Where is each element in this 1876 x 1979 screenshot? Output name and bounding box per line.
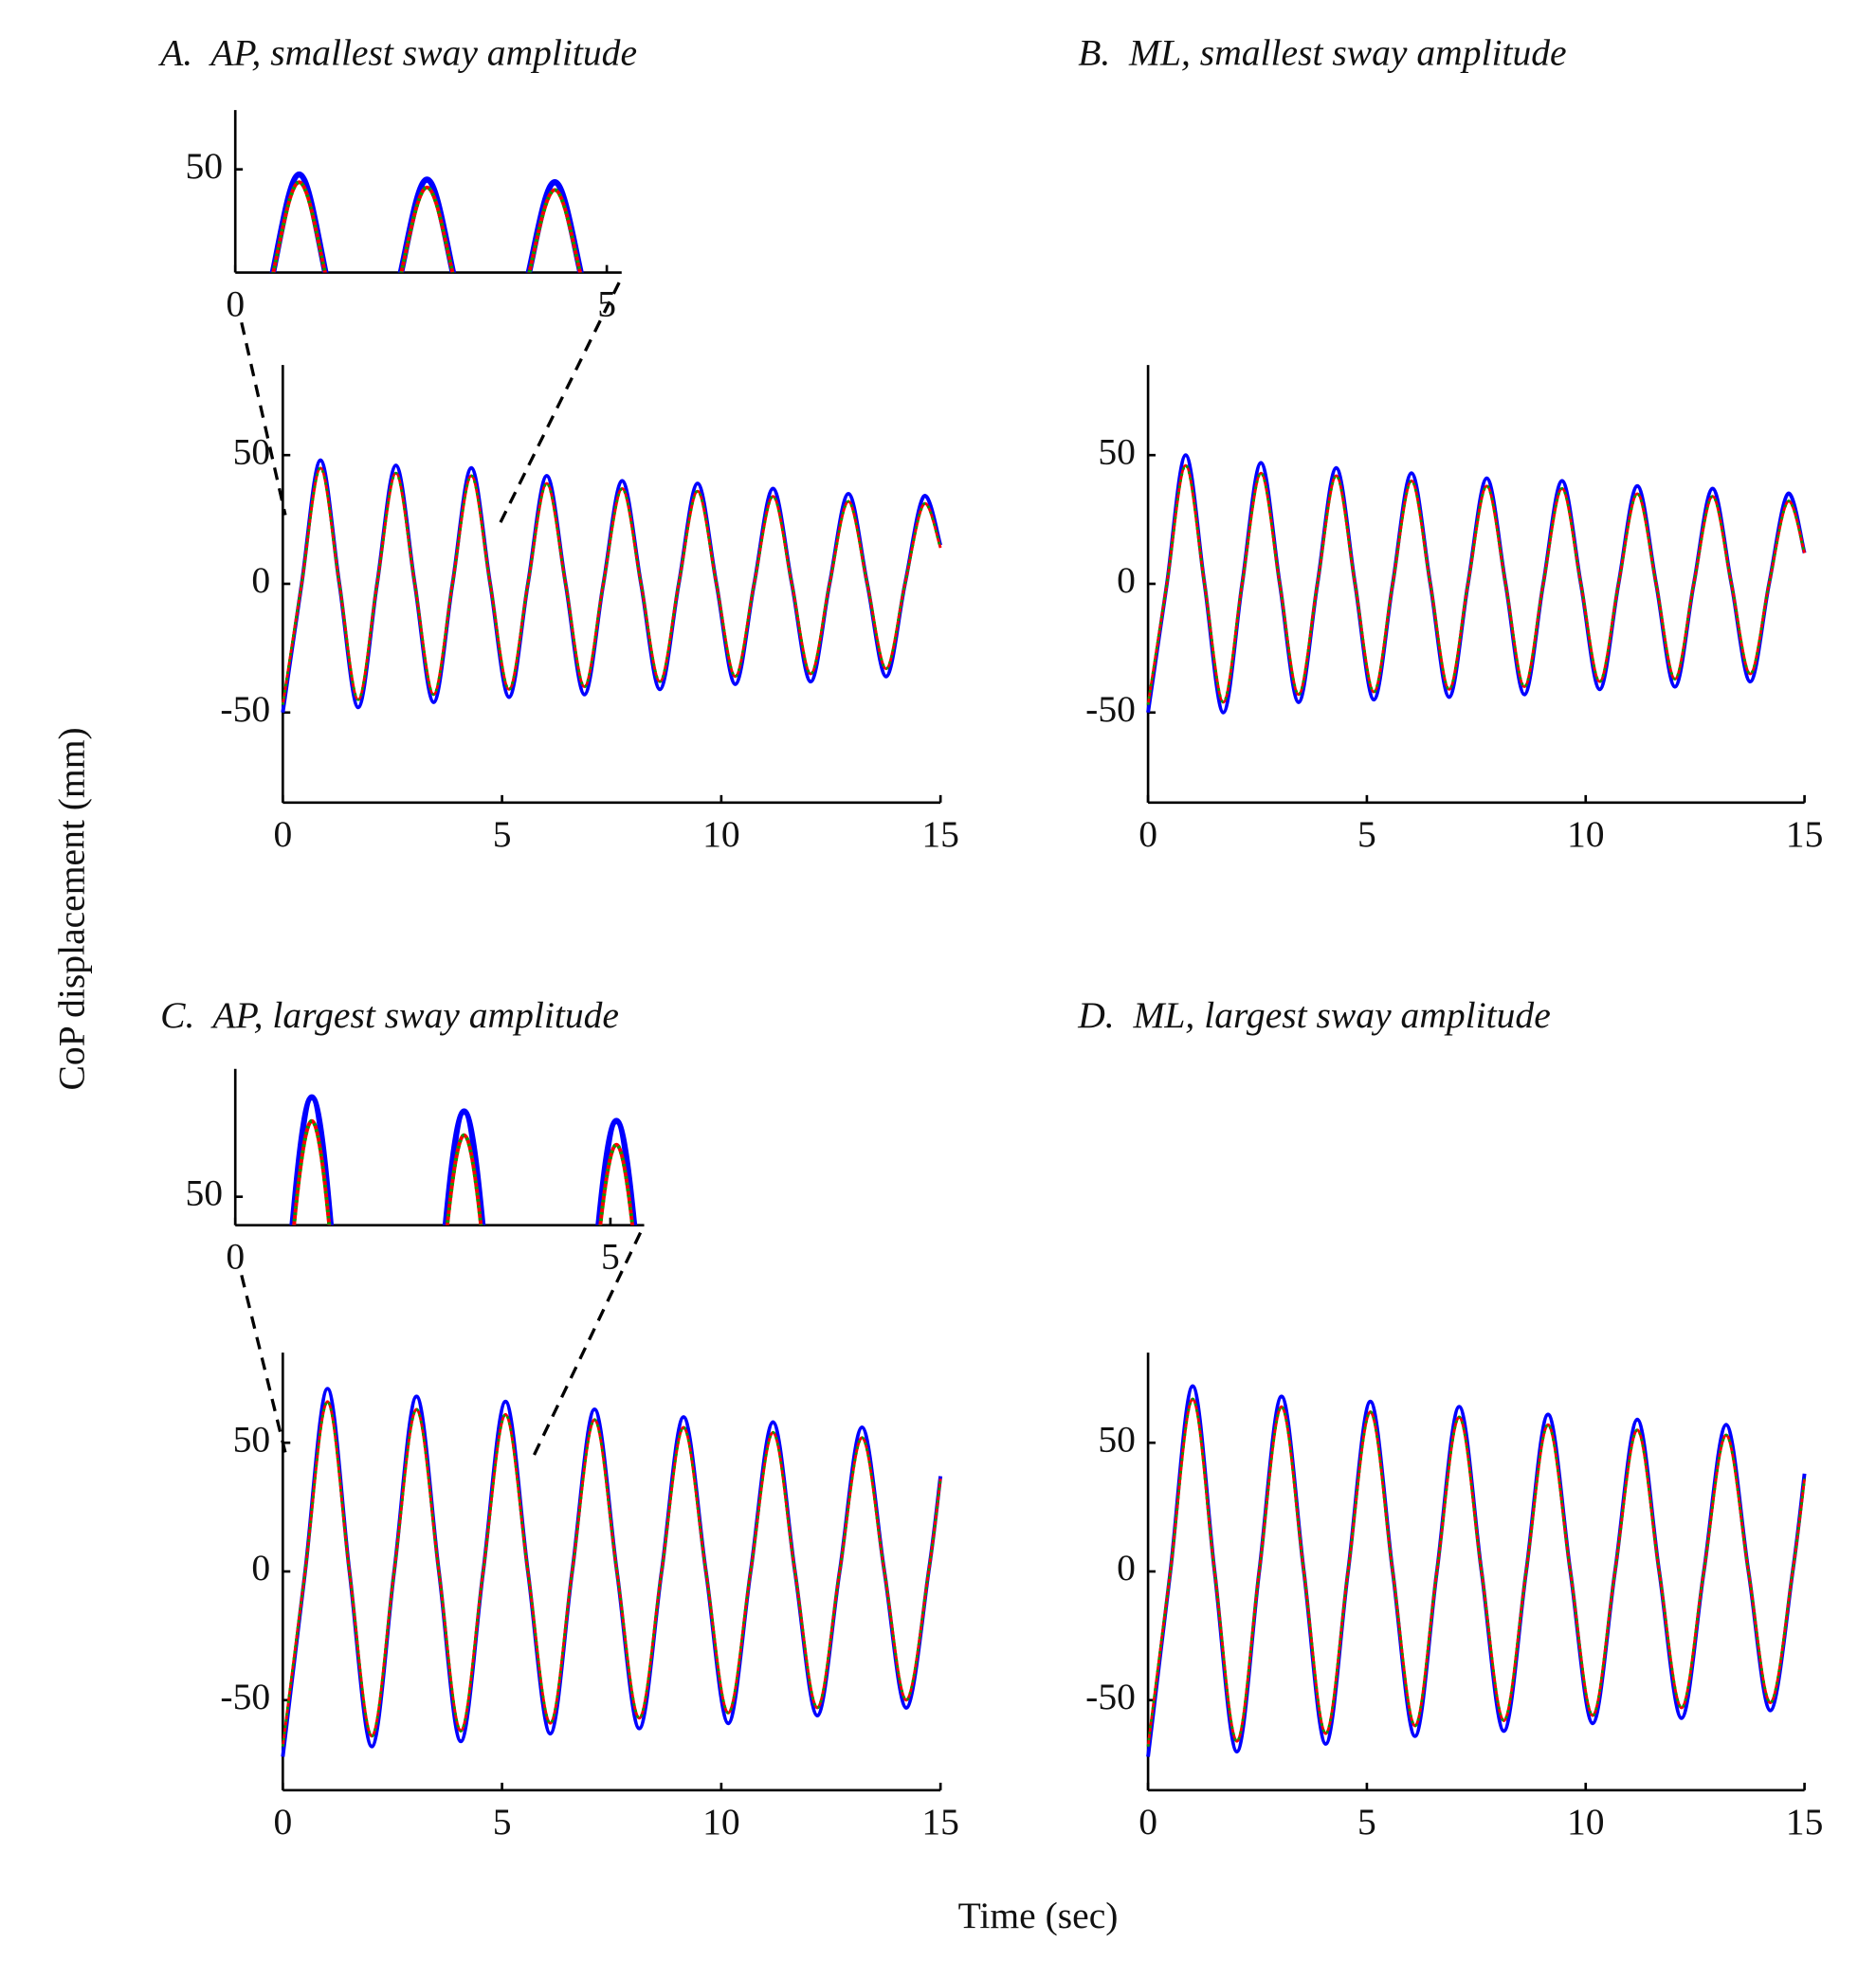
panel-title: C. AP, largest sway amplitude (160, 994, 619, 1036)
plot-lines (281, 1387, 943, 1757)
series-line (1146, 463, 1806, 705)
x-tick-label: 0 (273, 1801, 292, 1843)
zoom-connector (240, 281, 621, 524)
y-tick-label: 50 (185, 145, 223, 187)
x-tick-label: 5 (597, 283, 616, 325)
y-tick-label: 0 (251, 1547, 270, 1589)
y-tick-label: 50 (233, 430, 271, 472)
series-line (1146, 1397, 1807, 1747)
series-line (292, 1118, 635, 1226)
zoom-connector (240, 1231, 643, 1462)
series-line (281, 1400, 942, 1747)
y-tick-label: 50 (233, 1418, 271, 1460)
y-tick-label: -50 (1085, 688, 1136, 730)
series-line (292, 1118, 635, 1226)
x-tick-label: 0 (273, 813, 292, 855)
plot-lines (269, 171, 584, 273)
x-tick-label: 0 (226, 283, 245, 325)
y-tick-label: -50 (220, 688, 270, 730)
series-line (281, 466, 942, 705)
x-tick-label: 0 (1138, 813, 1157, 855)
series-line (1146, 1397, 1807, 1747)
x-tick-label: 5 (1357, 1801, 1376, 1843)
x-tick-label: 15 (1786, 813, 1824, 855)
panel-title: A. AP, smallest sway amplitude (157, 31, 637, 73)
plot-lines (1146, 453, 1807, 715)
x-tick-label: 0 (1138, 1801, 1157, 1843)
y-tick-label: -50 (1085, 1676, 1136, 1717)
plot-lines (1146, 1384, 1807, 1757)
y-axis-label: CoP displacement (mm) (50, 727, 92, 1090)
x-tick-label: 5 (601, 1236, 620, 1278)
x-tick-label: 15 (921, 1801, 959, 1843)
x-tick-label: 5 (1357, 813, 1376, 855)
plot-lines (289, 1094, 638, 1226)
series-line (281, 458, 943, 714)
y-tick-label: 50 (185, 1172, 223, 1214)
y-tick-label: 0 (1117, 559, 1136, 601)
series-line (281, 1387, 943, 1757)
x-tick-label: 10 (1567, 1801, 1605, 1843)
x-axis-label: Time (sec) (958, 1895, 1119, 1936)
x-tick-label: 15 (1786, 1801, 1824, 1843)
y-tick-label: -50 (220, 1676, 270, 1717)
x-tick-label: 5 (493, 813, 512, 855)
series-line (269, 171, 584, 273)
y-tick-label: 50 (1098, 430, 1136, 472)
x-tick-label: 0 (226, 1236, 245, 1278)
series-line (271, 180, 583, 273)
panel-title: B. ML, smallest sway amplitude (1078, 31, 1566, 73)
series-line (281, 1400, 942, 1747)
y-tick-label: 50 (1098, 1418, 1136, 1460)
x-tick-label: 5 (493, 1801, 512, 1843)
y-tick-label: 0 (251, 559, 270, 601)
y-tick-label: 0 (1117, 1547, 1136, 1589)
x-tick-label: 15 (921, 813, 959, 855)
series-line (289, 1094, 638, 1226)
plot-lines (281, 458, 943, 714)
x-tick-label: 10 (702, 813, 740, 855)
series-line (1146, 453, 1807, 715)
series-line (271, 180, 583, 273)
x-tick-label: 10 (1567, 813, 1605, 855)
x-tick-label: 10 (702, 1801, 740, 1843)
panel-title: D. ML, largest sway amplitude (1077, 994, 1551, 1036)
